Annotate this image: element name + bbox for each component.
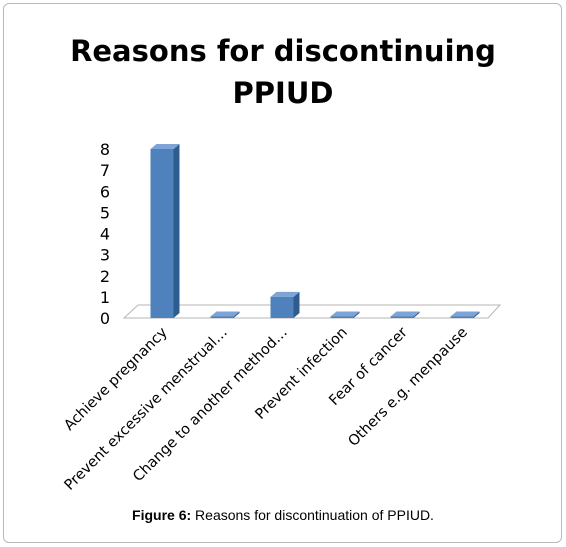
y-tick-label: 7	[100, 161, 110, 180]
bar-top	[150, 144, 180, 149]
bar-front	[390, 316, 414, 318]
chart-title-line-1: Reasons for discontinuing	[70, 34, 496, 68]
bar-top	[390, 311, 420, 317]
figure-frame	[3, 3, 562, 543]
bar-side	[473, 311, 480, 318]
figure-caption: Figure 6: Reasons for discontinuation of…	[0, 507, 566, 523]
y-tick-label: 4	[100, 225, 110, 244]
x-tick-label: Others e.g. menpause	[345, 324, 470, 449]
y-tick-label: 3	[100, 246, 110, 265]
bar-side	[413, 311, 420, 318]
x-tick-label: Achieve pregnancy	[61, 324, 171, 434]
bar-front	[270, 296, 294, 318]
bar-front	[210, 316, 234, 318]
bars	[150, 144, 480, 318]
bar-front	[150, 149, 174, 318]
bar	[450, 311, 480, 318]
bar-side	[353, 311, 360, 318]
bar-side	[233, 311, 240, 318]
bar	[390, 311, 420, 318]
bar	[210, 311, 240, 318]
bar-top	[450, 311, 480, 317]
bar	[330, 311, 360, 318]
bar-front	[330, 316, 354, 318]
y-axis-ticks: 0 1 2 3 4 5 6 7 8	[100, 140, 110, 328]
y-tick-label: 2	[100, 267, 110, 286]
bar-side	[293, 291, 300, 318]
bar-side	[173, 144, 180, 318]
caption-text: Reasons for discontinuation of PPIUD.	[191, 507, 434, 523]
bar	[150, 144, 180, 318]
bar-top	[270, 291, 300, 297]
y-tick-label: 8	[100, 140, 110, 159]
chart-title-line-2: PPIUD	[232, 76, 334, 110]
chart-title: Reasons for discontinuing PPIUD	[0, 30, 566, 114]
bar-top	[330, 311, 360, 317]
bar-front	[450, 316, 474, 318]
y-tick-label: 0	[100, 309, 110, 328]
y-tick-label: 5	[100, 203, 110, 222]
y-tick-label: 6	[100, 182, 110, 201]
bar	[270, 291, 300, 318]
caption-label: Figure 6:	[132, 507, 192, 523]
bar-top	[210, 311, 240, 317]
chart-floor-plane	[122, 304, 502, 319]
y-tick-label: 1	[100, 288, 110, 307]
chart-floor	[122, 304, 502, 319]
